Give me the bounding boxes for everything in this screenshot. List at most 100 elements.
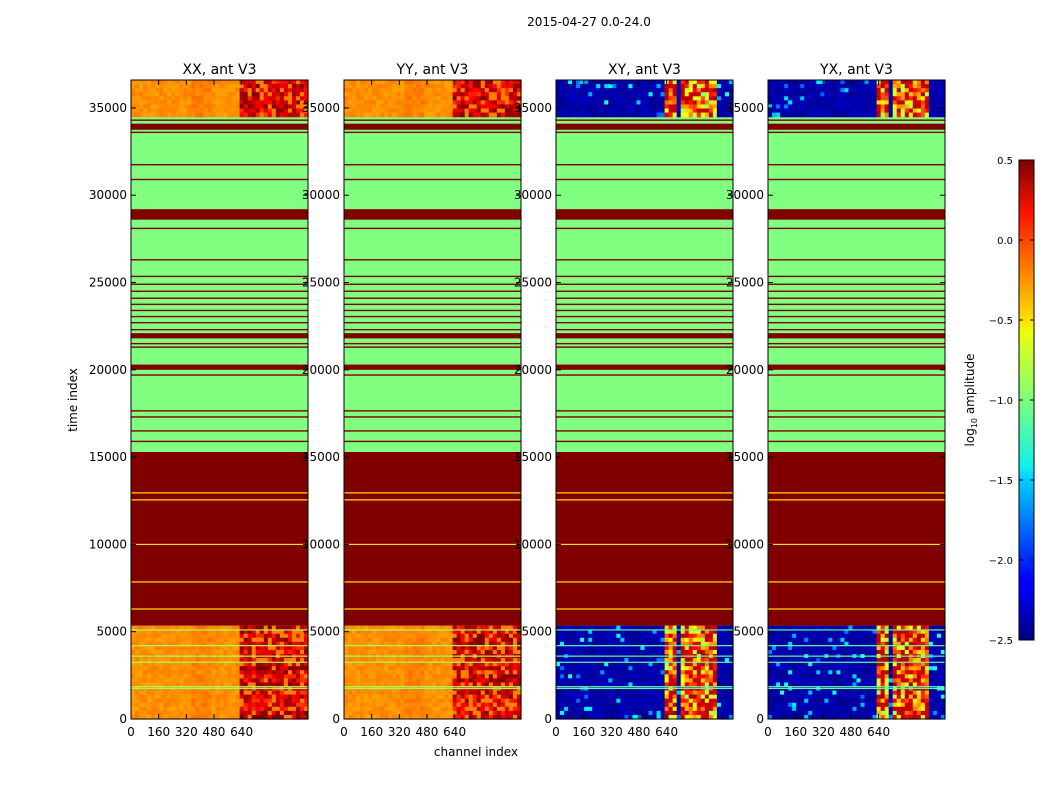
cell bbox=[392, 670, 397, 675]
y-tick-label: 35000 bbox=[89, 101, 127, 115]
cell bbox=[207, 662, 213, 667]
cell bbox=[588, 714, 593, 720]
cell bbox=[712, 100, 718, 106]
cell bbox=[680, 625, 686, 631]
cell bbox=[376, 710, 381, 716]
cell bbox=[151, 629, 156, 635]
cell bbox=[596, 637, 601, 643]
cell bbox=[255, 92, 261, 97]
cell bbox=[432, 637, 438, 643]
cell bbox=[444, 674, 450, 679]
cell bbox=[620, 702, 625, 708]
cell bbox=[223, 670, 229, 675]
cell bbox=[191, 108, 196, 114]
cell bbox=[151, 84, 156, 89]
cell bbox=[712, 629, 718, 635]
cell bbox=[708, 629, 714, 635]
cell bbox=[171, 629, 176, 635]
cell bbox=[279, 706, 285, 712]
cell bbox=[504, 682, 510, 688]
cell bbox=[283, 84, 289, 89]
cell bbox=[231, 645, 237, 651]
cell bbox=[227, 690, 233, 696]
cell bbox=[183, 666, 188, 671]
y-tick-label: 15000 bbox=[89, 450, 127, 464]
cell bbox=[904, 662, 910, 667]
stripe-line bbox=[131, 346, 308, 348]
cell bbox=[604, 714, 609, 720]
cell bbox=[356, 710, 361, 716]
cell bbox=[620, 641, 625, 647]
cell bbox=[243, 670, 249, 675]
cell bbox=[516, 84, 522, 89]
cell bbox=[768, 625, 773, 631]
cell bbox=[500, 645, 506, 651]
cell bbox=[183, 682, 188, 688]
cell bbox=[247, 641, 253, 647]
cell bbox=[668, 698, 674, 704]
cell bbox=[580, 625, 585, 631]
cell bbox=[155, 641, 160, 647]
cell bbox=[496, 670, 502, 675]
cell bbox=[460, 88, 466, 93]
cell bbox=[267, 662, 273, 667]
cell bbox=[396, 698, 401, 704]
cell bbox=[788, 662, 793, 667]
cell bbox=[388, 641, 393, 647]
cell bbox=[804, 629, 809, 635]
cell bbox=[844, 625, 850, 631]
cell bbox=[428, 645, 434, 651]
cell bbox=[720, 649, 726, 655]
cell bbox=[564, 633, 569, 639]
cell bbox=[608, 682, 613, 688]
cell bbox=[716, 714, 722, 720]
cell bbox=[400, 112, 405, 118]
cell bbox=[151, 678, 156, 684]
cell bbox=[440, 112, 446, 118]
cell bbox=[408, 662, 413, 667]
cell bbox=[928, 633, 934, 639]
cell bbox=[400, 658, 405, 663]
cell bbox=[380, 629, 385, 635]
cell bbox=[556, 649, 561, 655]
cell bbox=[227, 80, 233, 85]
cell bbox=[484, 104, 490, 110]
cell bbox=[372, 88, 377, 93]
cell bbox=[508, 625, 514, 631]
cell bbox=[596, 625, 601, 631]
cell bbox=[135, 710, 140, 716]
cell bbox=[352, 88, 357, 93]
cell bbox=[572, 682, 577, 688]
cell bbox=[860, 629, 866, 635]
cell bbox=[636, 682, 642, 688]
cell bbox=[656, 649, 662, 655]
cell bbox=[199, 88, 205, 93]
cell bbox=[492, 706, 498, 712]
cell bbox=[348, 698, 353, 704]
cell bbox=[648, 633, 654, 639]
cell bbox=[299, 694, 305, 700]
cell bbox=[239, 649, 245, 655]
cell bbox=[768, 641, 773, 647]
cell bbox=[568, 80, 573, 85]
cell bbox=[271, 698, 277, 704]
cell bbox=[283, 625, 289, 631]
cell bbox=[584, 714, 589, 720]
y-tick-label: 10000 bbox=[89, 537, 127, 551]
cell bbox=[135, 104, 140, 110]
cell bbox=[656, 645, 662, 651]
cell bbox=[624, 662, 630, 667]
cell bbox=[380, 92, 385, 97]
stripe-line bbox=[131, 227, 308, 230]
cell bbox=[616, 641, 621, 647]
cell bbox=[796, 666, 801, 671]
cell bbox=[432, 100, 438, 106]
cell bbox=[920, 625, 926, 631]
cell bbox=[131, 678, 136, 684]
cell bbox=[728, 666, 734, 671]
cell bbox=[556, 674, 561, 679]
stripe-line bbox=[556, 374, 733, 376]
cell bbox=[360, 690, 365, 696]
cell bbox=[460, 637, 466, 643]
stripe-line bbox=[344, 374, 521, 376]
